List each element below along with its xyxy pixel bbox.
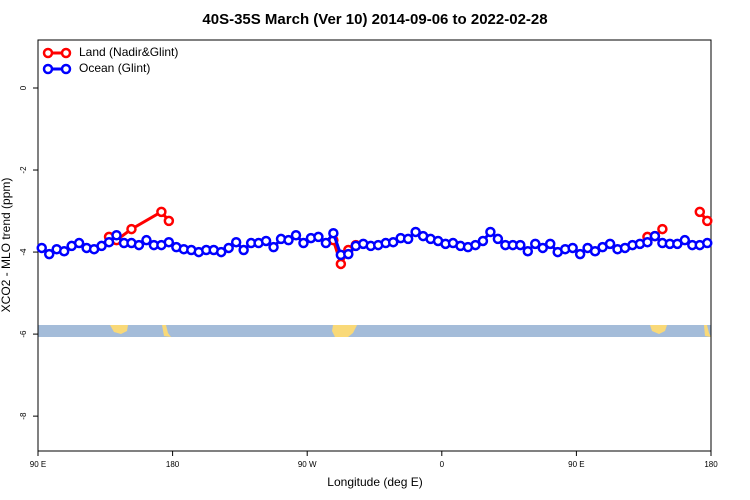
point [492, 233, 504, 245]
y-tick-label: 0 [19, 85, 28, 90]
point [268, 241, 279, 253]
x-axis-label: Longitude (deg E) [327, 475, 422, 489]
point [238, 244, 249, 256]
point [694, 206, 706, 218]
point [126, 223, 137, 235]
point [320, 237, 332, 249]
legend-marker [60, 63, 72, 75]
point [470, 239, 481, 251]
legend-marker [42, 47, 54, 59]
y-axis-label: XCO2 - MLO trend (ppm) [0, 178, 13, 313]
legend-label: Ocean (Glint) [79, 61, 150, 75]
point [141, 234, 152, 246]
legend-marker [60, 47, 72, 59]
point [649, 230, 661, 242]
point [133, 239, 145, 251]
point [103, 236, 115, 248]
point [702, 237, 713, 249]
x-tick-label: 0 [440, 460, 445, 469]
point [343, 248, 354, 260]
point [36, 242, 47, 254]
point [335, 258, 347, 270]
point [589, 245, 601, 257]
point [544, 238, 556, 250]
point [215, 246, 227, 258]
legend-label: Land (Nadir&Glint) [79, 45, 178, 59]
point [290, 229, 302, 241]
x-tick-label: 90 E [30, 460, 46, 469]
point [223, 242, 234, 254]
point [604, 238, 616, 250]
point [387, 236, 399, 248]
x-tick-label: 90 W [298, 460, 317, 469]
point [298, 237, 309, 249]
map-strip [38, 325, 711, 337]
point [530, 238, 541, 250]
point [657, 223, 668, 235]
y-tick-label: -8 [19, 412, 28, 420]
point [163, 215, 175, 227]
point [402, 233, 414, 245]
point [567, 242, 578, 254]
point [642, 236, 653, 248]
point [283, 234, 294, 246]
point [328, 227, 339, 239]
y-tick-label: -6 [19, 330, 28, 338]
point [522, 245, 534, 257]
point [156, 206, 167, 218]
point [537, 242, 548, 254]
y-tick-label: -2 [19, 166, 28, 174]
legend-marker [42, 63, 54, 75]
point [163, 236, 175, 248]
point [477, 235, 489, 247]
chart-title: 40S-35S March (Ver 10) 2014-09-06 to 202… [202, 11, 547, 28]
x-tick-label: 180 [704, 460, 718, 469]
point [73, 237, 85, 249]
point [574, 248, 586, 260]
x-tick-label: 90 E [568, 460, 584, 469]
point [230, 236, 242, 248]
x-tick-label: 180 [166, 460, 180, 469]
point [260, 235, 272, 247]
point [702, 215, 713, 227]
point [43, 248, 55, 260]
point [679, 234, 691, 246]
point [58, 245, 70, 257]
point [313, 231, 324, 243]
y-tick-label: -4 [19, 248, 28, 256]
point [515, 239, 526, 251]
point [485, 226, 496, 238]
point [111, 229, 122, 241]
point [410, 226, 421, 238]
